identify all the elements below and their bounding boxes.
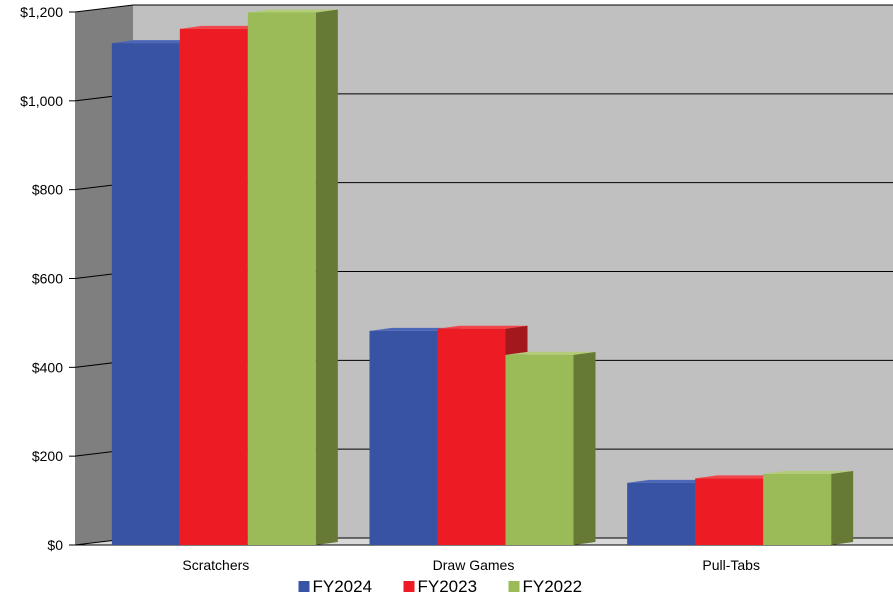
bars (111, 9, 854, 546)
bar-fy2022-draw-games (505, 351, 596, 545)
bar-top (627, 479, 718, 483)
bar-top (437, 325, 528, 329)
bar-side (573, 351, 596, 545)
y-tick-label: $400 (32, 359, 63, 375)
legend-label: FY2024 (313, 577, 373, 596)
y-tick-label: $1,200 (20, 4, 63, 20)
y-axis-ticks: $0 $200 $400 $600 $800 $1,000 $1,200 (20, 4, 63, 553)
bar-front (763, 473, 832, 545)
bar-front (627, 482, 696, 545)
bar-top (505, 351, 596, 355)
legend-swatch (298, 581, 310, 592)
y-tick-label: $800 (32, 182, 63, 198)
bar-top (369, 327, 460, 331)
bar-top (763, 470, 854, 474)
y-tick-label: $1,000 (20, 93, 63, 109)
legend-swatch (403, 581, 415, 592)
legend: FY2024 FY2023 FY2022 (298, 577, 583, 596)
bar-side (831, 470, 854, 545)
legend-label: FY2023 (418, 577, 478, 596)
legend-item-fy2022: FY2022 (508, 577, 583, 596)
x-category-label: Draw Games (433, 557, 515, 573)
bar-front (695, 478, 764, 545)
bar-front (505, 354, 574, 545)
bar-front (247, 12, 316, 546)
bar-side (315, 9, 338, 546)
x-axis-category-labels: Scratchers Draw Games Pull-Tabs (182, 557, 760, 573)
x-category-label: Pull-Tabs (702, 557, 760, 573)
bar-fy2022-pull-tabs (763, 470, 854, 545)
legend-item-fy2023: FY2023 (403, 577, 478, 596)
y-tick-label: $200 (32, 448, 63, 464)
bar-front (437, 328, 506, 545)
bar-front (111, 43, 180, 545)
bar-front (369, 330, 438, 545)
y-tick-label: $600 (32, 271, 63, 287)
bar-top (179, 25, 270, 29)
legend-item-fy2024: FY2024 (298, 577, 373, 596)
x-category-label: Scratchers (182, 557, 249, 573)
legend-swatch (508, 581, 520, 592)
bar-top (247, 9, 338, 13)
legend-label: FY2022 (523, 577, 583, 596)
y-tick-label: $0 (47, 537, 63, 553)
gridline (74, 4, 893, 13)
bar-front (179, 28, 248, 545)
bar-top (111, 40, 202, 44)
bar-fy2022-scratchers (247, 9, 338, 546)
bar-top (695, 475, 786, 479)
